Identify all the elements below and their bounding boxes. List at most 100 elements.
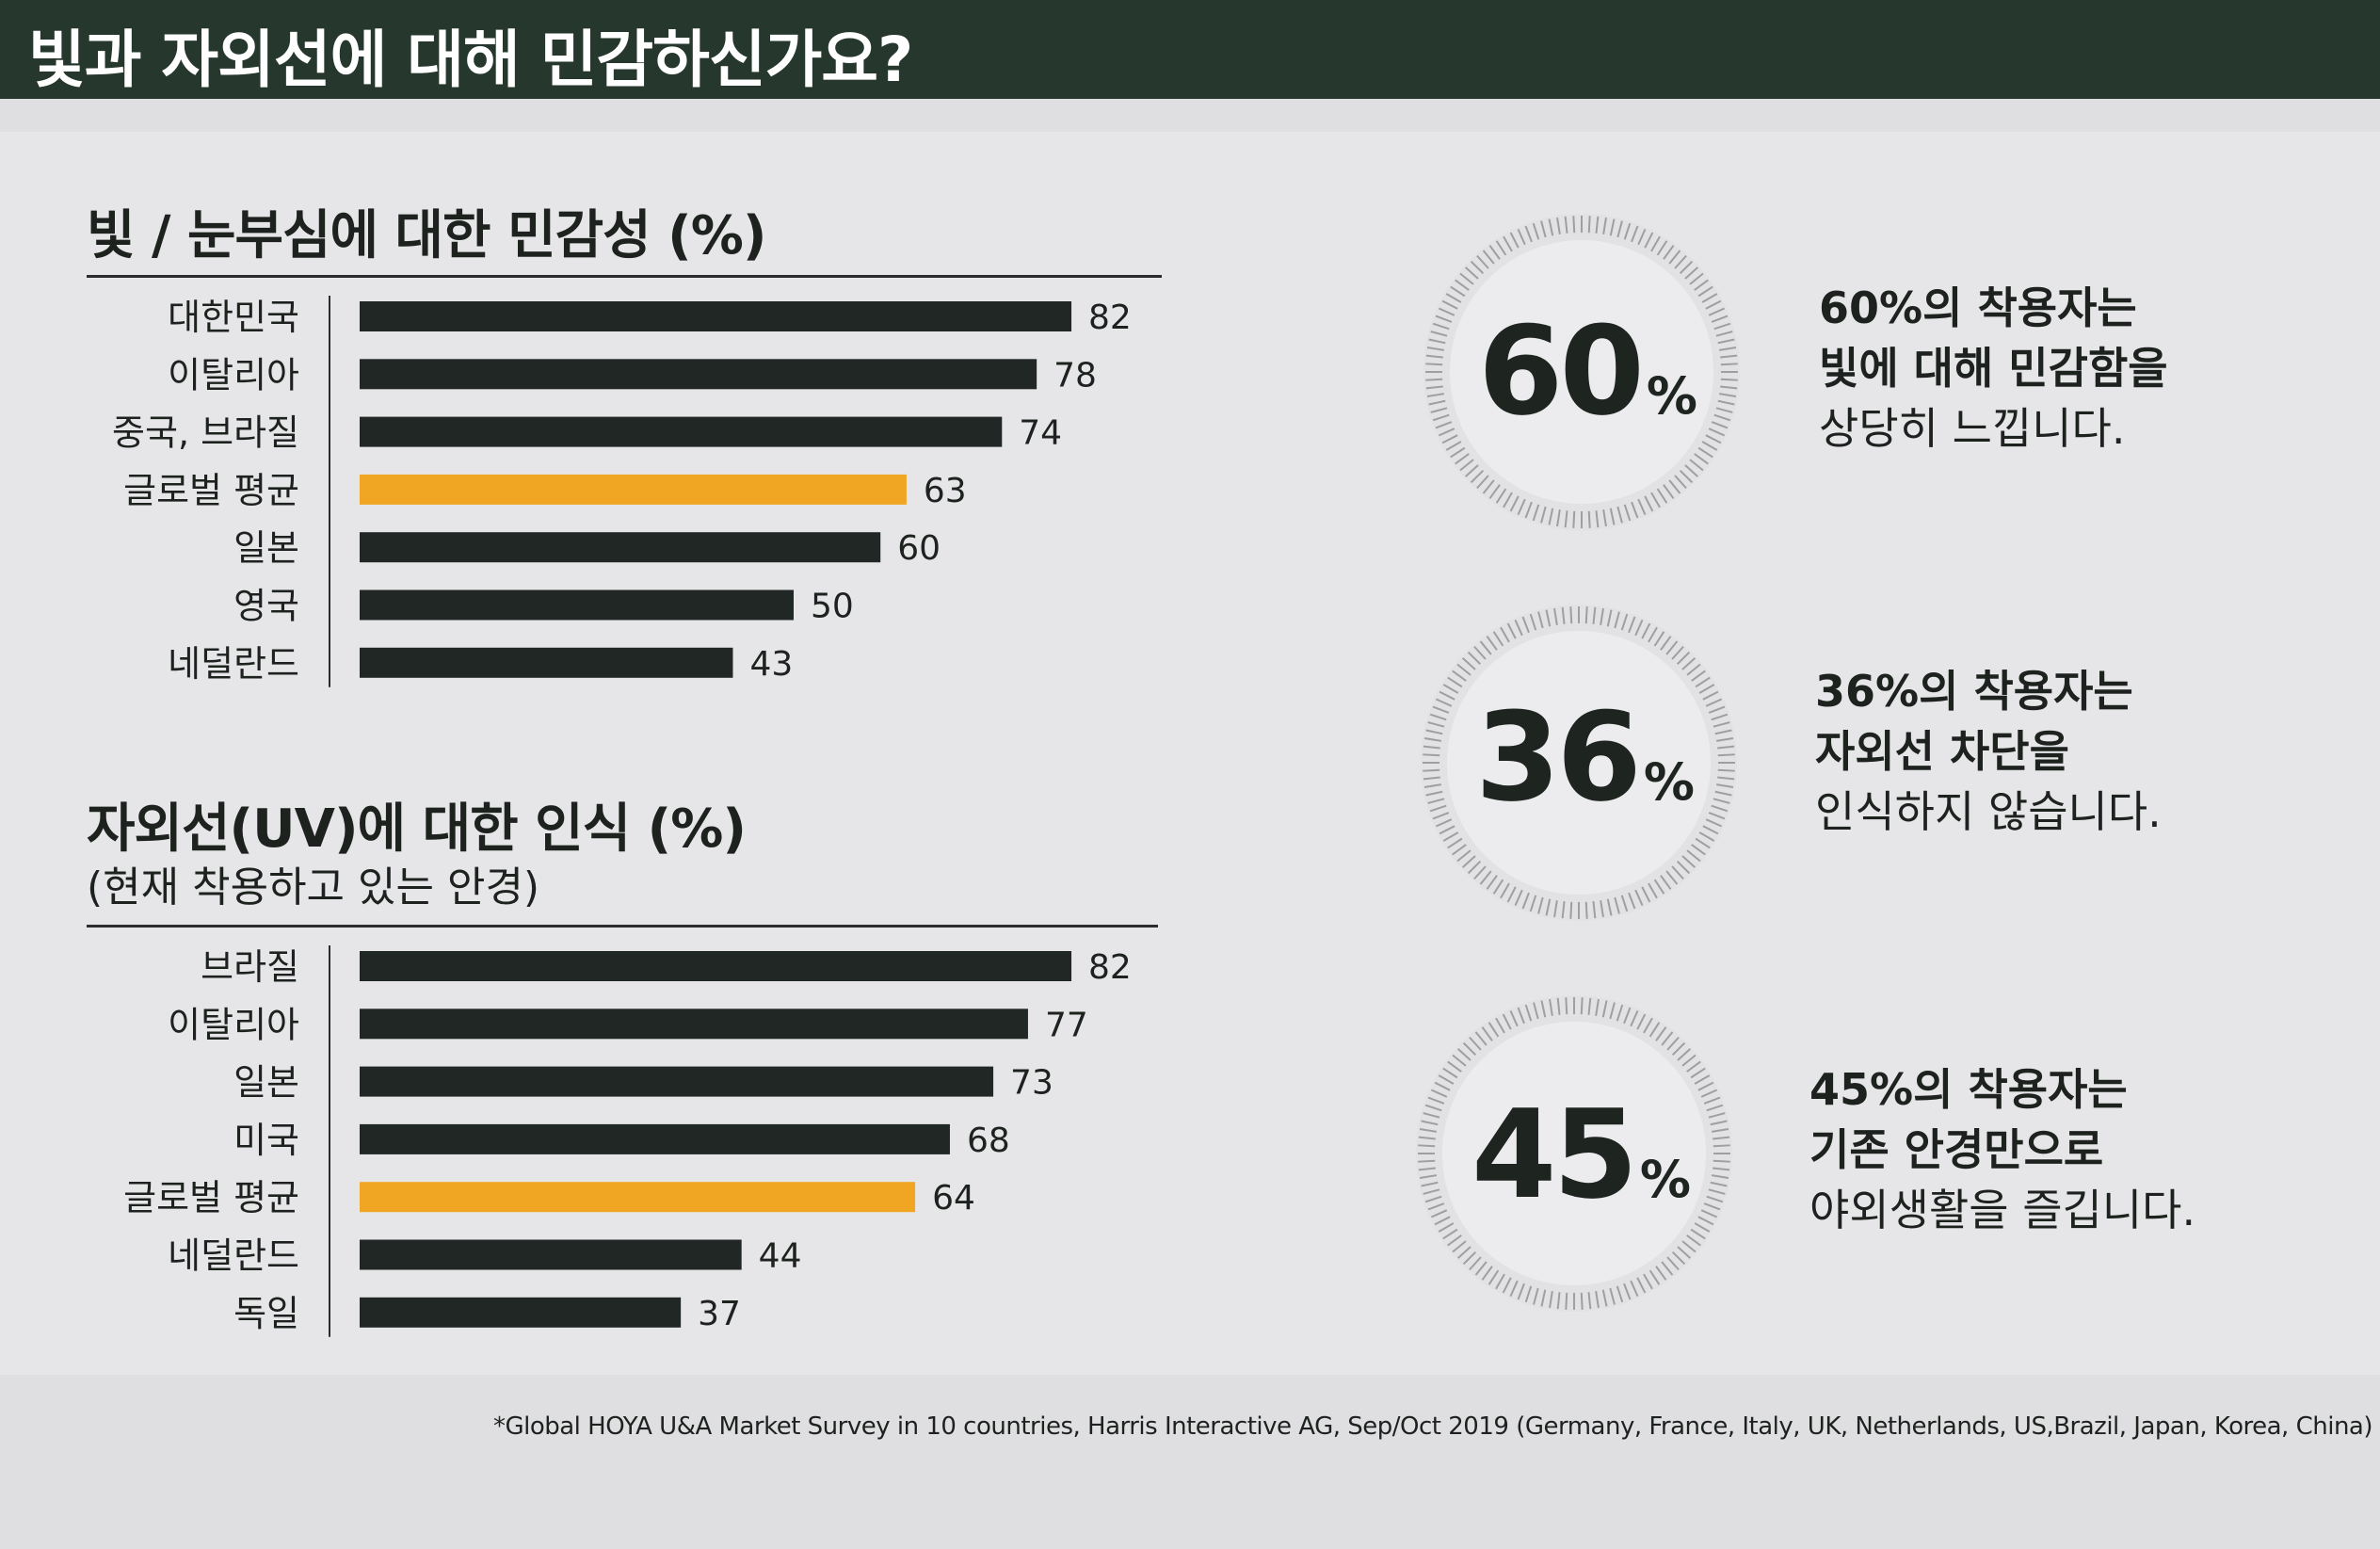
ring-tick — [1710, 1120, 1728, 1126]
ring-tick — [1705, 818, 1723, 828]
ring-tick — [1556, 217, 1561, 234]
ring-tick — [1719, 347, 1737, 351]
ring-tick — [1671, 865, 1684, 880]
ring-tick — [1572, 216, 1576, 234]
chart1-bars: 대한민국 82 이탈리아 78 중국, 브라질 74 글로벌 평균 63 일본 60 영국 50 네덜란… — [112, 296, 1132, 687]
ring-tick — [1620, 895, 1629, 912]
ring-tick — [1425, 729, 1443, 735]
ring-tick — [1467, 860, 1482, 875]
ring-tick — [1447, 1234, 1462, 1247]
ring-tick — [1637, 228, 1647, 246]
ring-tick — [1717, 768, 1735, 772]
ring-tick — [1439, 690, 1455, 701]
ring-tick — [1708, 1112, 1726, 1119]
ring-tick — [1540, 1000, 1547, 1018]
ring-tick — [1713, 721, 1730, 728]
ring-tick — [1616, 1285, 1624, 1303]
ring-tick — [1533, 1287, 1539, 1305]
ring-tick — [1655, 1026, 1667, 1041]
ring-tick — [1492, 879, 1504, 895]
ring-tick — [1479, 870, 1492, 885]
ring-tick — [1666, 1036, 1680, 1051]
ring-tick — [1676, 860, 1691, 875]
ring-tick — [1425, 385, 1443, 390]
ring-tick — [1455, 453, 1470, 465]
ring-tick — [1705, 434, 1722, 444]
ring-tick — [1455, 279, 1470, 291]
ring-tick — [1537, 896, 1544, 914]
ring-tick — [1623, 1007, 1632, 1025]
ring-tick — [1564, 510, 1568, 528]
ring-tick — [1521, 616, 1530, 634]
ring-tick — [1609, 218, 1616, 236]
ring-tick — [1634, 619, 1644, 637]
ring-tick — [1708, 812, 1726, 820]
ring-tick — [1681, 1240, 1697, 1253]
stat-ring-60 — [1423, 214, 1740, 530]
ring-tick — [1529, 895, 1537, 912]
ring-tick — [1423, 776, 1440, 781]
ring-tick — [1450, 285, 1466, 298]
ring-tick — [1712, 1128, 1729, 1133]
ring-tick — [1556, 509, 1561, 527]
chart1-category-label: 대한민국 — [168, 297, 299, 338]
ring-tick — [1660, 636, 1672, 651]
chart2-value-label: 73 — [1010, 1064, 1053, 1103]
ring-tick — [1423, 1188, 1440, 1195]
ring-tick — [1713, 322, 1731, 331]
ring-tick — [1476, 254, 1489, 269]
ring-tick — [1661, 1031, 1674, 1046]
ring-tick — [1686, 1060, 1701, 1073]
ring-inner-disc — [1447, 631, 1711, 895]
ring-tick — [1476, 475, 1489, 490]
ring-tick — [1432, 413, 1450, 422]
ring-tick — [1524, 501, 1533, 519]
ring-tick — [1713, 413, 1731, 422]
ring-tick — [1572, 510, 1576, 528]
ring-tick — [1601, 1000, 1608, 1018]
chart2-value-label: 64 — [932, 1179, 975, 1218]
ring-tick — [1445, 293, 1462, 303]
ring-tick — [1503, 235, 1513, 252]
ring-tick — [1442, 684, 1459, 694]
ring-tick — [1564, 216, 1568, 234]
stat-text-36: 36%의 착용자는 자외선 차단을 인식하지 않습니다. — [1815, 666, 2162, 837]
chart1-category-label: 이탈리아 — [168, 354, 299, 395]
ring-tick — [1631, 225, 1639, 243]
ring-tick — [1469, 1036, 1482, 1051]
ring-tick — [1606, 609, 1613, 627]
ring-tick — [1425, 363, 1443, 366]
content-panel — [0, 132, 2380, 1375]
ring-tick — [1447, 837, 1463, 849]
chart2-category-label: 이탈리아 — [168, 1004, 299, 1045]
chart1-bar — [360, 532, 881, 563]
ring-tick — [1423, 768, 1440, 772]
ring-tick — [1623, 222, 1632, 240]
ring-tick — [1628, 892, 1636, 910]
stat-ring-45 — [1416, 995, 1732, 1312]
ring-tick — [1545, 609, 1552, 627]
chart1-category-label: 글로벌 평균 — [123, 470, 299, 511]
ring-tick — [1679, 469, 1694, 484]
ring-tick — [1720, 363, 1738, 366]
ring-tick — [1609, 508, 1616, 525]
ring-tick — [1481, 1266, 1493, 1281]
ring-tick — [1467, 651, 1482, 666]
ring-tick — [1442, 831, 1459, 842]
chart2-bar — [360, 1239, 742, 1270]
ring-tick — [1677, 1246, 1692, 1259]
ring-tick — [1529, 613, 1537, 631]
chart1-title: 빛 / 눈부심에 대한 민감성 (%) — [87, 205, 766, 266]
ring-tick — [1509, 495, 1520, 512]
ring-tick — [1600, 607, 1604, 625]
ring-tick — [1634, 889, 1644, 907]
ring-tick — [1660, 875, 1672, 890]
chart2-value-label: 44 — [759, 1237, 802, 1276]
ring-tick — [1631, 501, 1639, 519]
ring-tick — [1452, 1240, 1467, 1253]
ring-tick — [1698, 684, 1715, 694]
ring-tick — [1689, 459, 1704, 472]
ring-tick — [1720, 385, 1738, 390]
ring-tick — [1423, 753, 1440, 757]
ring-tick — [1432, 322, 1450, 331]
